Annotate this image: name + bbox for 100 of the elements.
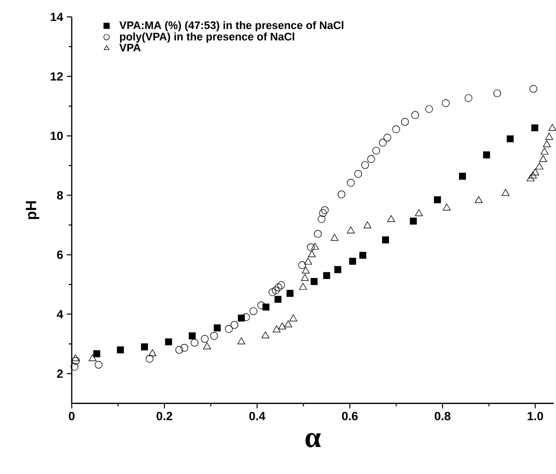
point: [387, 215, 395, 222]
point: [330, 234, 338, 241]
y-tick-label: 4: [56, 310, 64, 318]
point: [72, 354, 80, 362]
point: [272, 286, 280, 294]
point: [310, 278, 318, 285]
point: [502, 188, 510, 196]
y-tick-label: 14: [50, 12, 64, 21]
point: [262, 304, 270, 310]
x-tick-label: 0: [68, 412, 75, 420]
point: [346, 178, 355, 187]
point: [175, 346, 184, 354]
point: [116, 346, 124, 354]
point: [442, 99, 450, 107]
point: [548, 124, 556, 131]
point: [277, 281, 286, 289]
y-tick-label: 10: [50, 132, 63, 140]
point: [93, 350, 100, 358]
point: [526, 174, 535, 182]
y-tick-label: 8: [57, 191, 63, 200]
point: [384, 134, 392, 142]
point: [334, 266, 342, 274]
x-axis-title: α: [306, 433, 321, 448]
point: [257, 301, 266, 310]
point: [545, 132, 554, 140]
point: [314, 230, 322, 238]
point: [531, 124, 538, 132]
point: [268, 288, 276, 296]
point: [359, 252, 366, 259]
point: [94, 360, 102, 369]
point: [200, 334, 209, 343]
point: [378, 138, 387, 146]
y-tick-label: 2: [57, 369, 63, 378]
point: [540, 148, 548, 155]
point: [141, 343, 148, 350]
point: [411, 111, 420, 119]
point: [361, 161, 369, 169]
point: [88, 354, 96, 362]
point: [346, 226, 355, 234]
point: [372, 146, 380, 155]
point: [354, 170, 362, 178]
point: [289, 314, 298, 322]
point: [483, 151, 490, 158]
point: [284, 320, 292, 328]
point: [304, 258, 312, 265]
point: [367, 155, 376, 163]
point: [237, 337, 246, 344]
point: [536, 162, 544, 170]
point: [308, 250, 316, 258]
point: [165, 338, 172, 346]
point: [300, 274, 309, 281]
y-axis-title: pH: [26, 201, 40, 220]
point: [474, 196, 483, 203]
point: [531, 168, 540, 176]
point: [542, 140, 551, 148]
point: [442, 204, 451, 210]
legend-label: poly(VPA) in the presence of NaCl: [120, 32, 294, 43]
point: [539, 155, 548, 162]
point: [210, 332, 218, 340]
point: [146, 354, 154, 363]
x-tick-label: 1.0: [528, 412, 544, 420]
point: [425, 105, 433, 113]
point: [262, 331, 270, 338]
point: [323, 272, 330, 279]
x-tick-label: 0.4: [249, 412, 266, 420]
point: [190, 338, 198, 347]
point: [230, 320, 238, 329]
point: [493, 89, 502, 98]
point: [250, 307, 258, 316]
point: [506, 135, 514, 142]
point: [529, 171, 537, 178]
point: [458, 172, 466, 180]
point: [224, 325, 233, 333]
point: [311, 242, 319, 250]
point: [70, 362, 78, 371]
point: [307, 243, 315, 252]
point: [242, 313, 250, 321]
point: [382, 236, 389, 244]
point: [148, 349, 156, 356]
point: [364, 221, 372, 228]
point: [349, 258, 356, 265]
point: [214, 324, 221, 332]
point: [338, 190, 346, 198]
point: [318, 215, 326, 223]
point: [414, 209, 423, 216]
x-tick-label: 0.8: [434, 412, 450, 420]
point: [274, 296, 282, 303]
point: [320, 206, 329, 214]
y-tick-label: 12: [50, 72, 63, 80]
point: [410, 218, 417, 225]
point: [278, 322, 286, 330]
x-tick-label: 0.6: [342, 412, 358, 420]
point: [272, 325, 281, 332]
point: [464, 94, 472, 102]
y-tick-label: 6: [57, 250, 63, 259]
legend-label: VPA: [119, 44, 141, 52]
point: [180, 344, 188, 352]
x-tick-label: 0.2: [156, 412, 172, 420]
point: [72, 356, 80, 365]
point: [401, 118, 409, 126]
